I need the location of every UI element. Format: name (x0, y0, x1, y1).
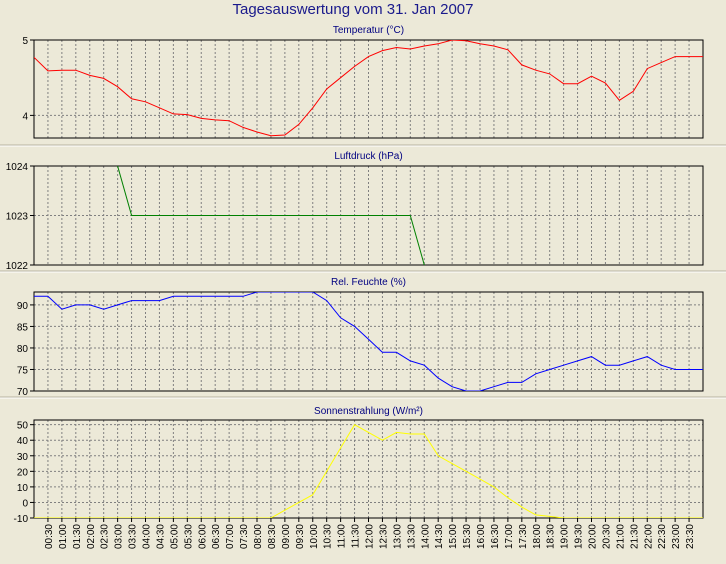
x-tick-label: 16:00 (476, 524, 487, 549)
main-title: Tagesauswertung vom 31. Jan 2007 (233, 1, 474, 18)
x-tick-label: 10:30 (323, 524, 334, 549)
plot-frame (33, 291, 704, 392)
y-tick-label: -10 (14, 514, 29, 525)
y-tick-label: 40 (17, 436, 29, 447)
x-tick-label: 08:00 (253, 524, 264, 549)
x-tick-label: 04:30 (155, 524, 166, 549)
x-tick-label: 13:00 (392, 524, 403, 549)
y-tick-label: 70 (17, 387, 29, 398)
x-tick-label: 04:00 (142, 524, 153, 549)
x-tick-label: 20:30 (601, 524, 612, 549)
x-axis: 00:30 01:00 01:30 02:00 02:30 03:00 03:30 04:00… (44, 518, 696, 549)
x-tick-label: 11:30 (351, 524, 362, 549)
y-tick-label: 30 (17, 452, 29, 463)
x-tick-label: 18:30 (546, 524, 557, 549)
x-tick-label: 18:00 (532, 524, 543, 549)
panel-title: Luftdruck (hPa) (334, 151, 402, 162)
panel-2: Luftdruck (hPa) 1022 1023 1024 (0, 151, 726, 273)
x-tick-label: 09:30 (295, 524, 306, 549)
x-tick-label: 17:00 (504, 524, 515, 549)
y-tick-label: 80 (17, 344, 29, 355)
x-tick-label: 15:30 (462, 524, 473, 549)
x-tick-label: 01:30 (72, 524, 83, 549)
y-tick-label: 5 (22, 36, 28, 47)
y-tick-label: 1024 (6, 162, 29, 173)
panels: Temperatur (°C) 4 5 Luftdruck (hPa) 1022 1023… (0, 25, 726, 525)
x-tick-label: 11:00 (337, 524, 348, 549)
x-tick-label: 05:30 (183, 524, 194, 549)
x-tick-label: 00:30 (44, 524, 55, 549)
panel-title: Sonnenstrahlung (W/m²) (314, 406, 423, 417)
plot-frame (33, 165, 704, 266)
x-tick-label: 12:30 (378, 524, 389, 549)
panel-title: Temperatur (°C) (333, 25, 404, 36)
x-tick-label: 09:00 (281, 524, 292, 549)
x-tick-label: 23:00 (671, 524, 682, 549)
x-tick-label: 06:00 (197, 524, 208, 549)
panel-1: Temperatur (°C) 4 5 (0, 25, 726, 147)
series-line-1 (34, 40, 703, 137)
x-tick-label: 23:30 (685, 524, 696, 549)
x-tick-label: 15:00 (448, 524, 459, 549)
y-tick-label: 1023 (6, 212, 29, 223)
y-tick-label: 75 (17, 365, 29, 376)
y-tick-label: 1022 (6, 261, 29, 272)
y-tick-label: 50 (17, 421, 29, 432)
x-tick-label: 08:30 (267, 524, 278, 549)
x-tick-label: 14:00 (420, 524, 431, 549)
x-tick-label: 07:30 (239, 524, 250, 549)
x-tick-label: 02:30 (100, 524, 111, 549)
x-tick-label: 13:30 (406, 524, 417, 549)
y-tick-label: 20 (17, 467, 29, 478)
x-tick-label: 07:00 (225, 524, 236, 549)
series-line-3 (34, 292, 703, 391)
x-tick-label: 06:30 (211, 524, 222, 549)
x-tick-label: 19:00 (560, 524, 571, 549)
plot-frame (33, 39, 704, 139)
x-tick-label: 03:00 (114, 524, 125, 549)
series-line-4 (34, 424, 703, 518)
x-tick-label: 22:00 (643, 524, 654, 549)
y-tick-label: 10 (17, 483, 29, 494)
x-tick-label: 12:00 (365, 524, 376, 549)
series-line-2 (117, 166, 425, 265)
y-tick-label: 90 (17, 301, 29, 312)
x-tick-label: 19:30 (574, 524, 585, 549)
x-tick-label: 02:00 (86, 524, 97, 549)
x-tick-label: 10:00 (309, 524, 320, 549)
x-tick-label: 22:30 (657, 524, 668, 549)
x-tick-label: 21:30 (629, 524, 640, 549)
y-tick-label: 0 (22, 498, 28, 509)
x-tick-label: 05:00 (169, 524, 180, 549)
x-tick-label: 21:00 (615, 524, 626, 549)
x-tick-label: 14:30 (434, 524, 445, 549)
x-tick-label: 17:30 (518, 524, 529, 549)
x-tick-label: 16:30 (490, 524, 501, 549)
x-tick-label: 03:30 (128, 524, 139, 549)
panel-title: Rel. Feuchte (%) (331, 277, 406, 288)
x-tick-label: 20:00 (588, 524, 599, 549)
y-tick-label: 4 (22, 111, 28, 122)
x-tick-label: 01:00 (58, 524, 69, 549)
y-tick-label: 85 (17, 322, 29, 333)
panel-3: Rel. Feuchte (%) 70 75 80 85 90 (0, 277, 726, 399)
